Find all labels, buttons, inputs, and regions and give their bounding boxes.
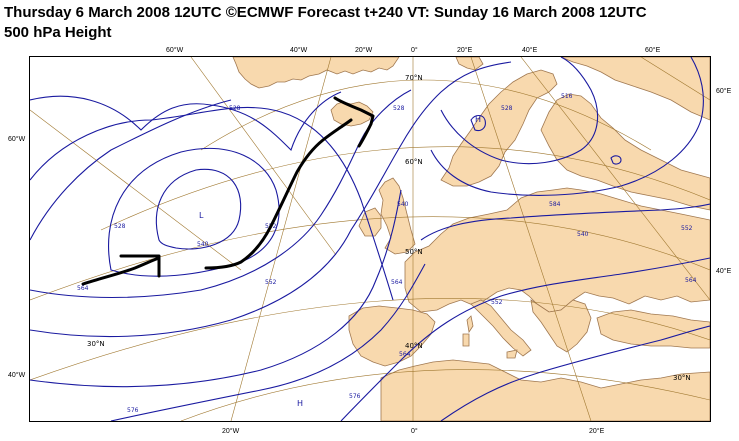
contour-line (155, 168, 242, 250)
map-canvas: 528 516 540 528 552 528 540 552 564 564 … (30, 57, 710, 421)
parallel-label: 60°N (405, 158, 423, 166)
land-svalbard (455, 57, 484, 71)
contour-line (30, 61, 512, 338)
land-north-africa (380, 359, 710, 421)
parallel-label: 40°N (405, 342, 423, 350)
contour-line (30, 106, 394, 301)
contour-label: 528 (114, 223, 126, 230)
contour-label: 564 (399, 351, 411, 358)
parallel-40n (30, 298, 710, 381)
annotation-iceland-mark (333, 96, 375, 148)
contour-label: 564 (77, 285, 89, 292)
contour-label: 540 (197, 241, 209, 248)
graticule (30, 57, 710, 421)
land-turkey (596, 309, 710, 349)
high-pressure-marker: H (475, 115, 481, 124)
contour-line (30, 91, 342, 152)
meridian-40w (190, 57, 337, 256)
land-iberia (348, 305, 436, 367)
contour-labels: 528 516 540 528 552 528 540 552 564 564 … (77, 93, 697, 414)
lon-label-left: 40°W (8, 372, 26, 379)
contour-label: 528 (501, 105, 513, 112)
parallel-label: 70°N (405, 74, 423, 82)
land-britain (378, 177, 416, 255)
lon-label-right: 60°E (716, 88, 732, 95)
lon-label-bottom: 20°W (222, 428, 240, 435)
contour-line (420, 203, 710, 241)
land-balkans (530, 299, 592, 353)
contour-line (440, 57, 599, 165)
chart-subtitle: 500 hPa Height (4, 24, 112, 41)
land-russia-north (560, 57, 710, 121)
contour-label: 516 (561, 93, 573, 100)
parallel-label: 30°N (673, 374, 691, 382)
contour-line (610, 155, 622, 165)
land-italy (470, 299, 532, 357)
parallel-label: 30°N (87, 340, 105, 348)
lon-label-top: 60°W (166, 47, 184, 54)
lon-label-top: 20°E (457, 47, 473, 54)
contour-label: 564 (391, 279, 403, 286)
contour-label: 564 (685, 277, 697, 284)
lon-label-bottom: 20°E (589, 428, 605, 435)
annotation-arrow-head (119, 254, 161, 278)
meridian-20w (230, 57, 332, 421)
contour-label: 584 (549, 201, 561, 208)
parallel-label: 50°N (405, 248, 423, 256)
contour-label: 540 (577, 231, 589, 238)
lon-label-top: 20°W (355, 47, 373, 54)
annotation-layer (81, 96, 375, 286)
contour-line (30, 99, 232, 241)
annotation-arrow-shaft (81, 256, 161, 286)
parallel-30n (180, 369, 710, 421)
contour-label: 552 (491, 299, 503, 306)
low-pressure-marker: L (199, 211, 204, 220)
map-panel: 528 516 540 528 552 528 540 552 564 564 … (29, 56, 711, 422)
meridian-40e (520, 57, 710, 301)
lon-label-right: 40°E (716, 268, 732, 275)
lon-label-top: 40°E (522, 47, 538, 54)
lon-label-bottom: 0° (411, 428, 418, 435)
land-greenland (232, 57, 400, 89)
lon-label-left: 60°W (8, 136, 26, 143)
annotation-track (204, 118, 353, 270)
contour-line (440, 325, 710, 421)
contour-label: 528 (393, 105, 405, 112)
contour-label: 552 (681, 225, 693, 232)
land-scandinavia (440, 69, 558, 187)
contour-label: 540 (397, 201, 409, 208)
land-islands (462, 315, 518, 359)
contour-line (340, 257, 710, 421)
contour-line (430, 57, 704, 196)
contour-label: 552 (265, 279, 277, 286)
parallel-labels: 70°N 60°N 50°N 40°N 30°N 30°N (87, 74, 691, 382)
meridian-20e (470, 57, 592, 421)
contour-line (470, 114, 486, 132)
lon-label-top: 60°E (645, 47, 661, 54)
land-finland (540, 93, 710, 211)
contour-label: 576 (127, 407, 139, 414)
land-layer (232, 57, 710, 421)
lon-label-top: 0° (411, 47, 418, 54)
contour-line (30, 189, 402, 388)
contour-label: 528 (229, 105, 241, 112)
contour-line (108, 148, 280, 277)
meridian-60w (30, 109, 242, 271)
contour-label: 576 (349, 393, 361, 400)
chart-title: Thursday 6 March 2008 12UTC ©ECMWF Forec… (4, 4, 647, 21)
high-pressure-marker: H (297, 399, 303, 408)
land-ireland (358, 207, 382, 237)
parallel-70n (200, 79, 652, 151)
meridian-60e (640, 57, 710, 101)
lon-label-top: 40°W (290, 47, 308, 54)
contour-line (110, 263, 426, 421)
